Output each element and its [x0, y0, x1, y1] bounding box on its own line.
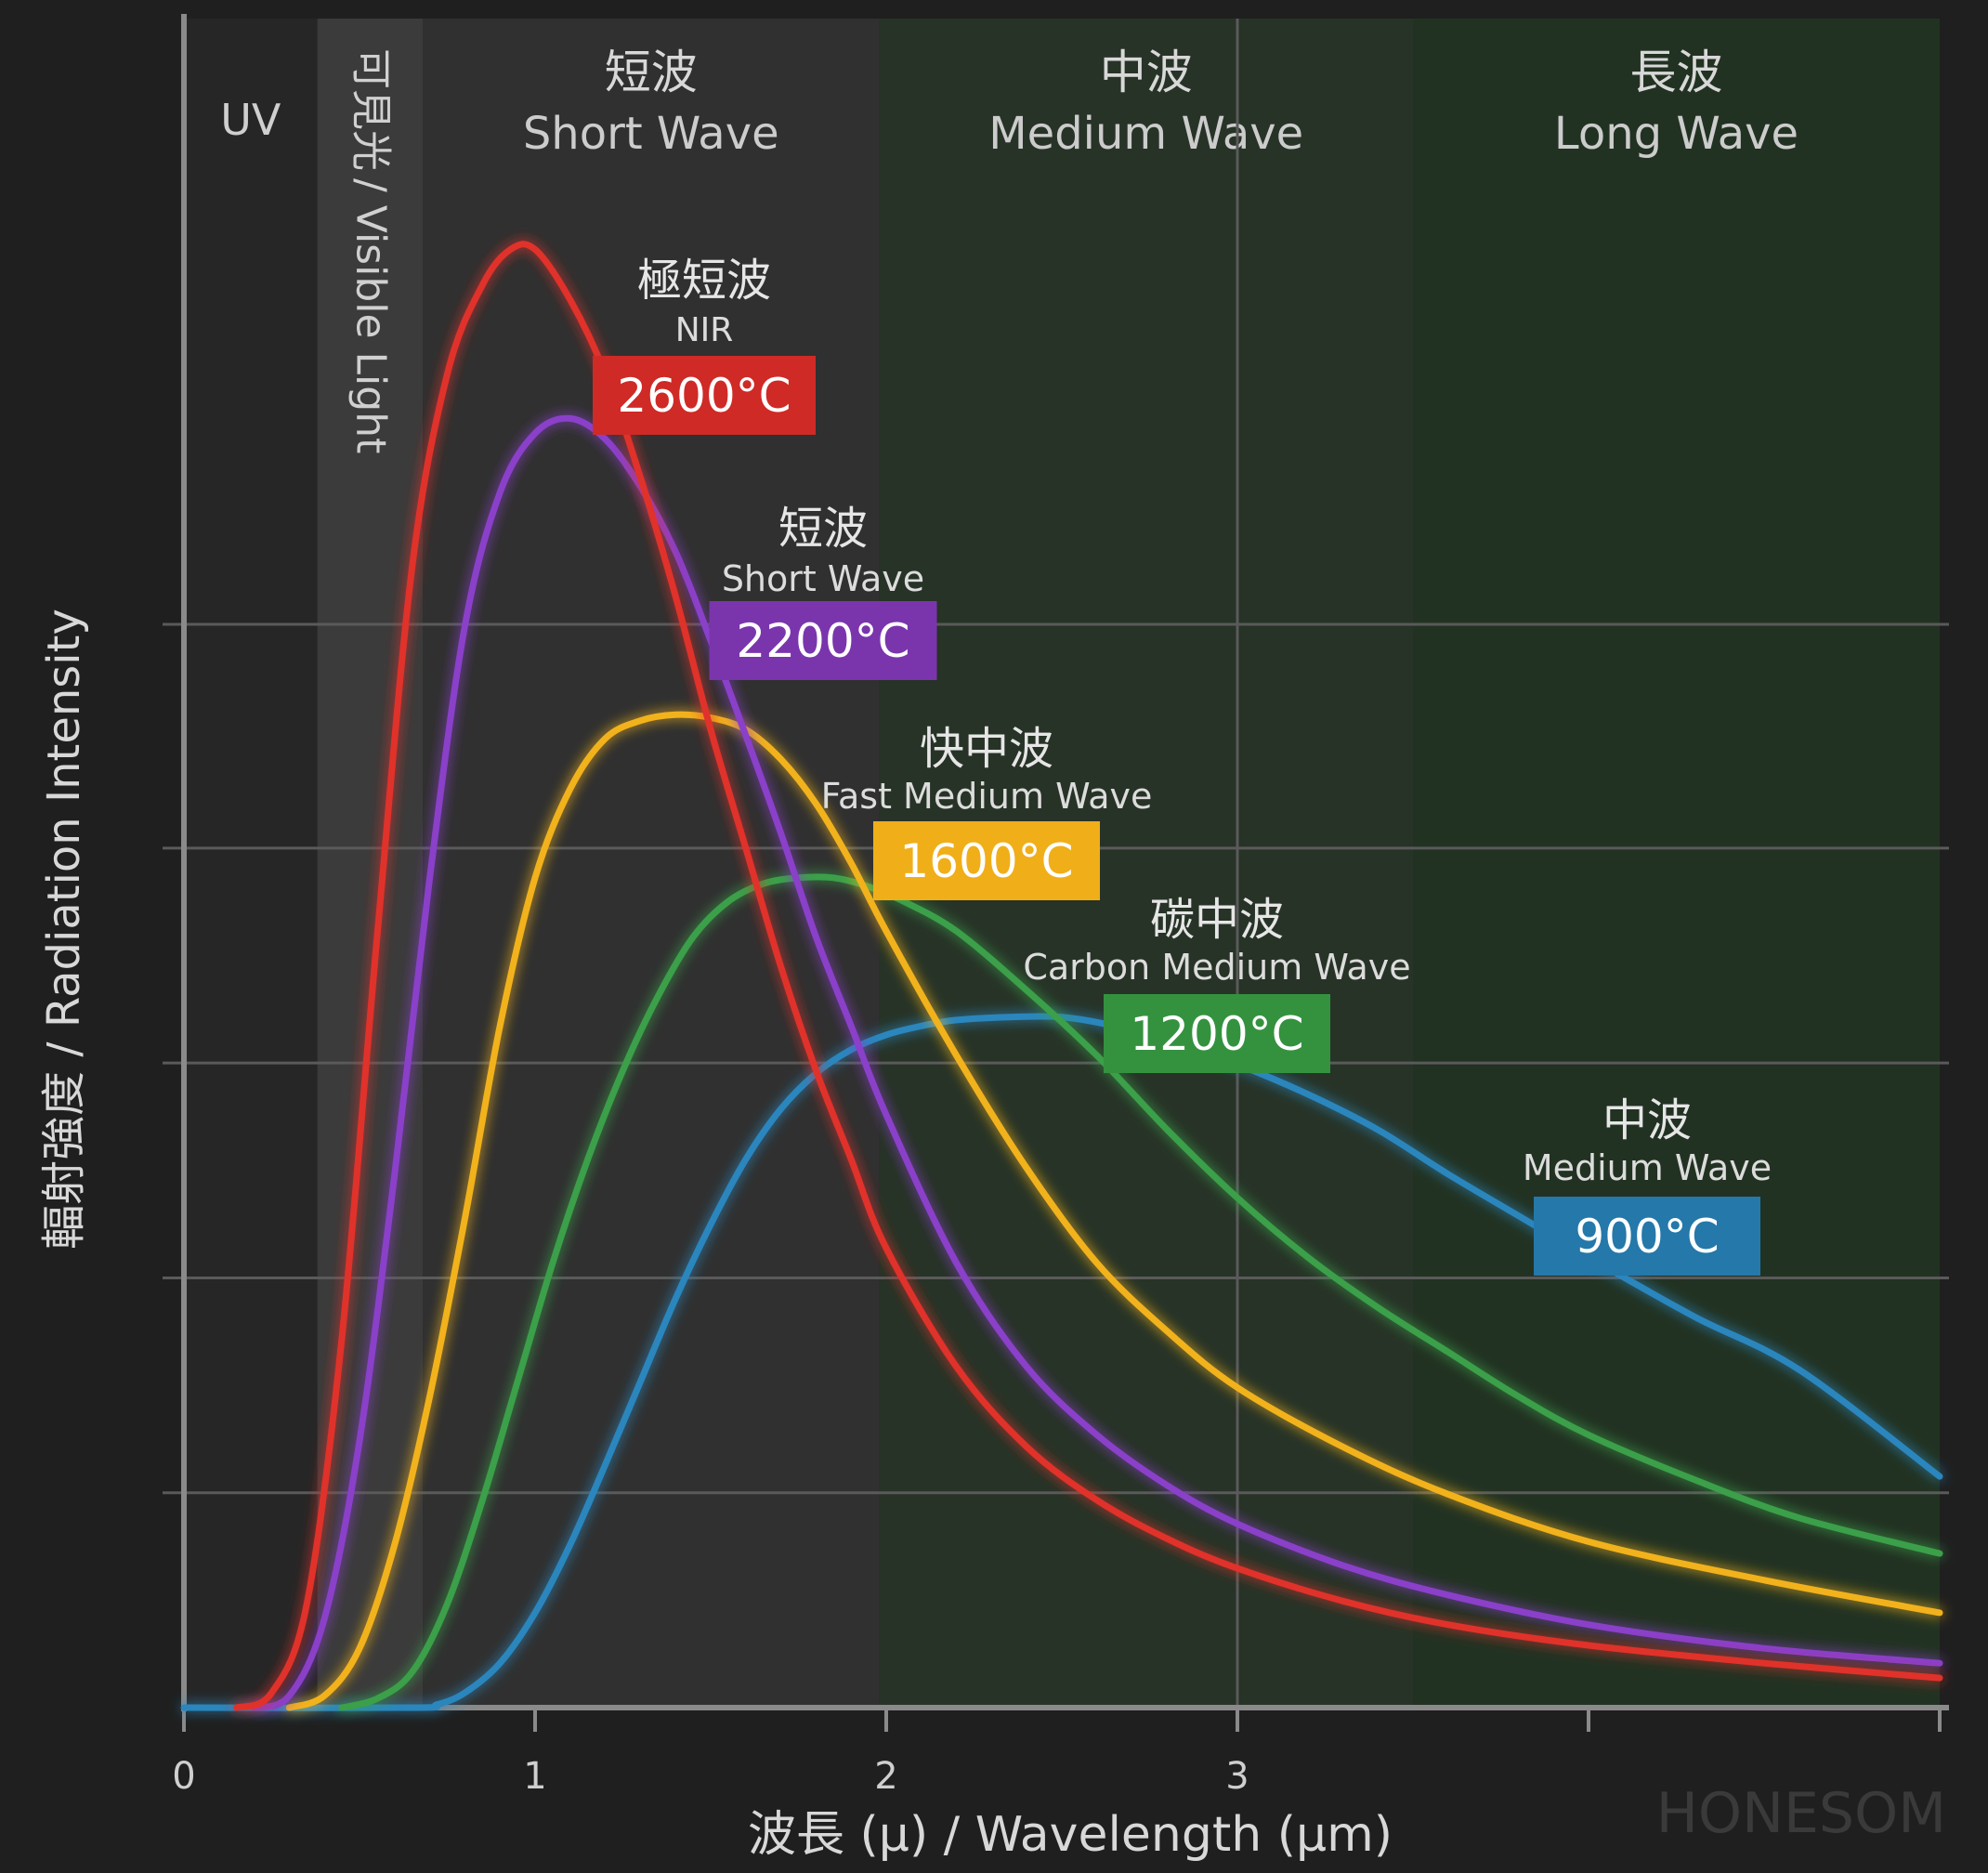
series-line-900: [180, 1013, 1943, 1711]
x-tick-label: 3: [1225, 1755, 1249, 1798]
series-label-en-2200: Short Wave: [722, 558, 924, 599]
region-medium-wave-en: Medium Wave: [988, 108, 1303, 160]
series-label-en-1200: Carbon Medium Wave: [1023, 947, 1410, 988]
x-tick-label: 2: [874, 1755, 897, 1798]
region-long-wave: [1413, 19, 1940, 1708]
axis-texts: 波長 (μ) / Wavelength (μm) 輻射強度 / Radiatio…: [38, 609, 1946, 1863]
region-uv: [184, 19, 318, 1708]
series-label-cn-2200: 短波: [778, 503, 868, 555]
series-label-cn-900: 中波: [1602, 1094, 1692, 1146]
series-label-cn-1600: 快中波: [920, 723, 1053, 775]
series-line-1200: [338, 873, 1943, 1711]
region-short-wave-cn: 短波: [605, 46, 698, 99]
region-visible-text: 可見光 / Visible Light: [347, 48, 394, 453]
series-temp-label-900: 900°C: [1575, 1210, 1719, 1264]
series-temp-label-2200: 2200°C: [736, 614, 909, 668]
series-line-1600: [285, 711, 1943, 1711]
series-temp-badge-1600: [873, 821, 1100, 900]
series-temp-badge-900: [1534, 1197, 1760, 1276]
series-line-2200: [251, 414, 1943, 1711]
series-label-en-900: Medium Wave: [1523, 1147, 1772, 1188]
region-short-wave-en: Short Wave: [523, 108, 779, 160]
series-label-cn-2600: 極短波: [637, 255, 771, 307]
region-visible-cn: 可見光: [347, 48, 394, 171]
region-visible-en: / Visible Light: [347, 178, 394, 453]
axes: 0 1 2 3: [172, 14, 1949, 1798]
grid-lines: [163, 19, 1949, 1708]
x-tick-label: 1: [523, 1755, 546, 1798]
x-tick-label: 0: [172, 1755, 195, 1798]
region-uv-label: UV: [220, 95, 281, 145]
region-long-wave-en: Long Wave: [1554, 108, 1798, 160]
region-visible-label: 可見光 / Visible Light: [347, 48, 394, 453]
series-temp-badge-2600: [593, 356, 816, 435]
y-axis-label: 輻射強度 / Radiation Intensity: [38, 609, 90, 1250]
series-curves: [180, 241, 1943, 1711]
series-temp-label-1600: 1600°C: [899, 834, 1073, 888]
watermark-text: HONESOM: [1656, 1781, 1946, 1846]
series-label-en-1600: Fast Medium Wave: [821, 776, 1153, 817]
x-axis-label: 波長 (μ) / Wavelength (μm): [748, 1807, 1393, 1863]
series-temp-label-1200: 1200°C: [1130, 1007, 1303, 1061]
region-short-wave: [423, 19, 880, 1708]
series-line-2600: [233, 241, 1943, 1711]
region-medium-wave-cn: 中波: [1100, 46, 1193, 99]
series-label-cn-1200: 碳中波: [1150, 894, 1284, 946]
series-temp-label-2600: 2600°C: [617, 369, 791, 423]
series-label-en-2600: NIR: [675, 311, 734, 349]
series-temp-badge-1200: [1104, 994, 1330, 1073]
series-temp-badge-2200: [709, 601, 937, 680]
region-long-wave-cn: 長波: [1630, 46, 1723, 99]
